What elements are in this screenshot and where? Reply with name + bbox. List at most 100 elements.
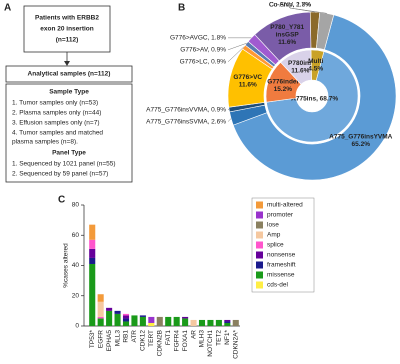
slice-label: Co-SNV, 2.7% [269, 2, 311, 9]
panel-label: C [58, 195, 65, 206]
x-tick-label: CDK12 [140, 330, 147, 351]
list-item: 2. Sequenced by 59 panel (n=57) [12, 171, 108, 178]
x-tick-label: EGFR [97, 330, 104, 348]
bar-segment [156, 316, 163, 326]
bar-segment [232, 319, 239, 326]
box-text: Patients with ERBB2 [35, 15, 99, 22]
legend-swatch [256, 271, 263, 279]
box-text: exon 20 insertion [40, 26, 93, 33]
bar-segment [224, 322, 231, 326]
slice-label: G776indel [267, 79, 298, 86]
legend-label: Amp [267, 232, 281, 239]
bar-segment [182, 318, 189, 326]
list-item: 1. Tumor samples only (n=53) [12, 100, 98, 107]
bar-segment [148, 322, 155, 326]
y-tick-label: 20 [72, 292, 80, 299]
list-item: plasma samples (n=8). [12, 139, 78, 146]
legend-swatch [256, 221, 263, 229]
bar-segment [89, 248, 96, 258]
x-tick-label: TP53* [89, 330, 96, 349]
y-tick-label: 60 [72, 232, 80, 239]
slice-label: 65.2% [352, 141, 371, 148]
bar-segment [190, 319, 197, 326]
box-text: Analytical samples (n=112) [28, 71, 111, 78]
list-item: 1. Sequenced by 1021 panel (n=55) [12, 161, 116, 168]
section-title: Sample Type [49, 89, 89, 96]
leader-line [227, 42, 247, 51]
slice [232, 14, 397, 181]
slice-label: G776>AV, 0.9% [180, 47, 226, 54]
slice-label: A775ins, 68.7% [291, 96, 338, 103]
bar-segment [131, 315, 138, 326]
slice-label: G776>LC, 0.9% [180, 59, 227, 66]
y-tick-label: 40 [72, 262, 80, 269]
bar-segment [106, 310, 113, 326]
bar-segment [97, 316, 104, 319]
slice-label: A775_G776insYVMA [329, 133, 393, 140]
x-tick-label: MLH3 [199, 330, 206, 348]
panel-label: A [4, 3, 11, 14]
x-tick-label: NF1* [224, 330, 231, 345]
slice-label: 11.6% [278, 39, 296, 46]
panel-label: B [178, 3, 185, 14]
legend-swatch [256, 281, 263, 289]
legend-label: multi-altered [267, 202, 303, 209]
bar-segment [106, 307, 113, 311]
legend-label: nonsense [267, 252, 296, 259]
x-tick-label: TERT [148, 330, 155, 347]
slice-label: A775_G776insVVMA, 0.9% [146, 106, 226, 113]
slice-label: 11.6% [291, 68, 309, 75]
bar-segment [215, 319, 222, 326]
legend-label: lose [267, 222, 279, 229]
bar-segment [122, 315, 130, 319]
leader-line [227, 46, 244, 63]
leader-line [289, 7, 327, 14]
legend-swatch [256, 231, 263, 239]
bar-segment [173, 316, 180, 326]
legend-swatch [256, 201, 263, 209]
bar-segment [89, 224, 96, 240]
legend-label: splice [267, 242, 284, 249]
legend-label: missense [267, 272, 295, 279]
bar-segment [207, 319, 214, 326]
box [5, 83, 133, 183]
x-tick-label: MLL3 [114, 330, 121, 347]
bar-segment [165, 316, 172, 326]
slice-label: 15.2% [274, 86, 293, 93]
list-item: 4. Tumor samples and matched [12, 130, 103, 137]
slice-label: insGSP [276, 32, 300, 39]
y-axis-label: %cases altered [63, 243, 70, 288]
slice-label: 4.5% [308, 66, 323, 73]
legend-swatch [256, 211, 263, 219]
y-tick-label: 0 [75, 323, 79, 330]
y-tick-label: 80 [72, 202, 80, 209]
bar-segment [198, 319, 206, 326]
x-tick-label: AR [190, 330, 197, 339]
bar-segment [89, 263, 96, 326]
slice-label: G776>VC [233, 74, 262, 81]
x-tick-label: RB1 [123, 330, 130, 343]
slice-label: A775_G776insSVMA, 2.6% [146, 118, 226, 125]
box-text: (n=112) [56, 37, 79, 44]
bar-segment [122, 313, 130, 316]
list-item: 2. Plasma samples only (n=44) [12, 110, 101, 117]
legend-label: cds-del [267, 282, 289, 289]
bar-segment [182, 316, 189, 319]
bar-chart: 0 20 40 60 80 %cases altered TP53* EGFR EPHA5 MLL… [63, 197, 315, 359]
legend-swatch [256, 241, 263, 249]
section-title: Panel Type [52, 150, 86, 157]
bar-segment [122, 321, 130, 326]
bar-segment [122, 318, 130, 322]
x-tick-label: FGFR4 [173, 330, 180, 352]
x-tick-label: FOXA1 [182, 330, 189, 352]
x-tick-label: NOTCH1 [207, 330, 214, 357]
bar-segment [139, 315, 146, 317]
bar-segment [89, 257, 96, 264]
donut-chart: A775ins, 68.7%G776indel15.2%P780ins11.6%… [146, 2, 397, 181]
slice-label: P780_Y781 [270, 24, 304, 31]
slice-label: Multi [308, 58, 323, 65]
x-tick-label: ATR [131, 330, 138, 343]
x-tick-label: TET2 [216, 330, 223, 346]
slice-label: 11.6% [239, 81, 257, 88]
